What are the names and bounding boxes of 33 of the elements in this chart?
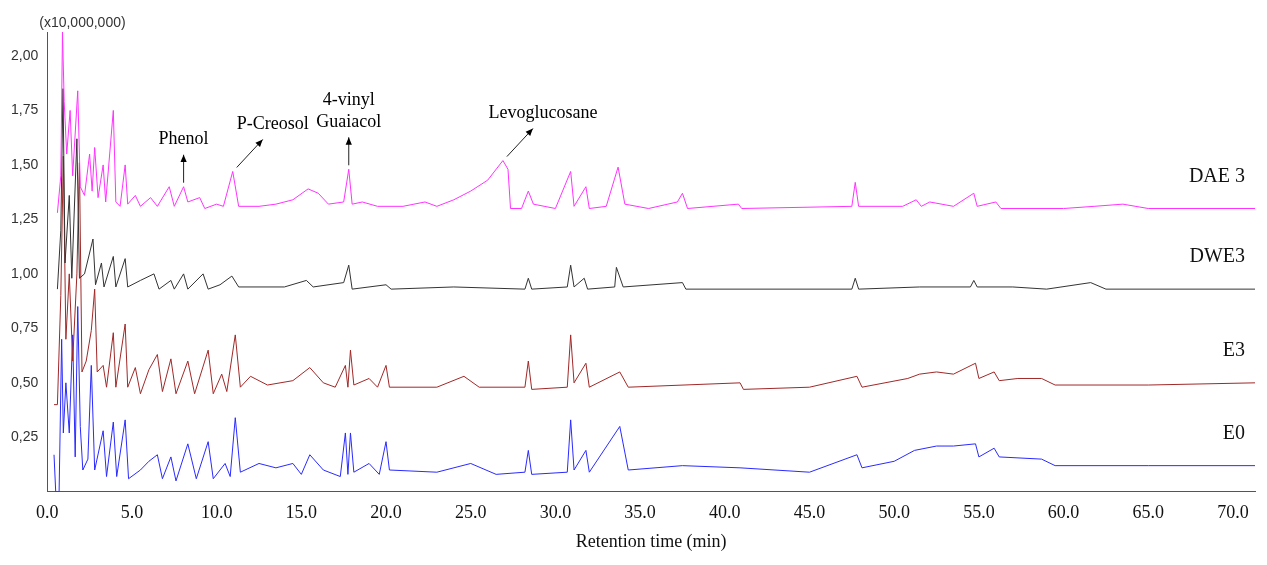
x-tick-label: 40.0 bbox=[709, 502, 741, 523]
y-tick-label: 1,50 bbox=[11, 155, 39, 172]
y-tick-label: 1,25 bbox=[11, 210, 39, 227]
series-label: E3 bbox=[1222, 338, 1245, 361]
series-label: DWE3 bbox=[1189, 244, 1245, 267]
x-tick-label: 20.0 bbox=[370, 502, 402, 523]
x-tick-label: 65.0 bbox=[1132, 502, 1165, 523]
x-tick-label: 30.0 bbox=[539, 502, 572, 523]
x-tick-label: 10.0 bbox=[200, 502, 233, 523]
y-tick-label: 1,75 bbox=[11, 101, 39, 118]
y-tick-label: 1,00 bbox=[11, 264, 39, 281]
y-tick-label: 0,50 bbox=[11, 373, 39, 390]
y-tick-label: 0,75 bbox=[11, 319, 39, 336]
series-label: E0 bbox=[1222, 420, 1245, 443]
x-tick-label: 25.0 bbox=[454, 502, 487, 523]
x-tick-label: 50.0 bbox=[878, 502, 910, 523]
x-tick-label: 15.0 bbox=[285, 502, 318, 523]
y-axis-title: (x10,000,000) bbox=[39, 13, 126, 30]
x-tick-label: 60.0 bbox=[1047, 502, 1080, 523]
x-tick-label: 70.0 bbox=[1217, 502, 1249, 523]
x-tick-label: 55.0 bbox=[963, 502, 995, 523]
y-tick-label: 2,00 bbox=[11, 46, 39, 63]
x-axis-title: Retention time (min) bbox=[575, 530, 727, 552]
x-tick-label: 35.0 bbox=[624, 502, 656, 523]
annotation: 4-vinyl Guaiacol bbox=[316, 89, 382, 132]
annotation: Phenol bbox=[158, 128, 209, 149]
y-tick-label: 0,25 bbox=[11, 428, 39, 445]
series-label: DAE 3 bbox=[1188, 163, 1245, 186]
annotation: Levoglucosane bbox=[488, 102, 598, 123]
x-tick-label: 45.0 bbox=[793, 502, 826, 523]
x-tick-label: 5.0 bbox=[120, 502, 144, 523]
x-tick-label: 0.0 bbox=[36, 502, 59, 523]
annotation: P-Creosol bbox=[236, 113, 309, 134]
